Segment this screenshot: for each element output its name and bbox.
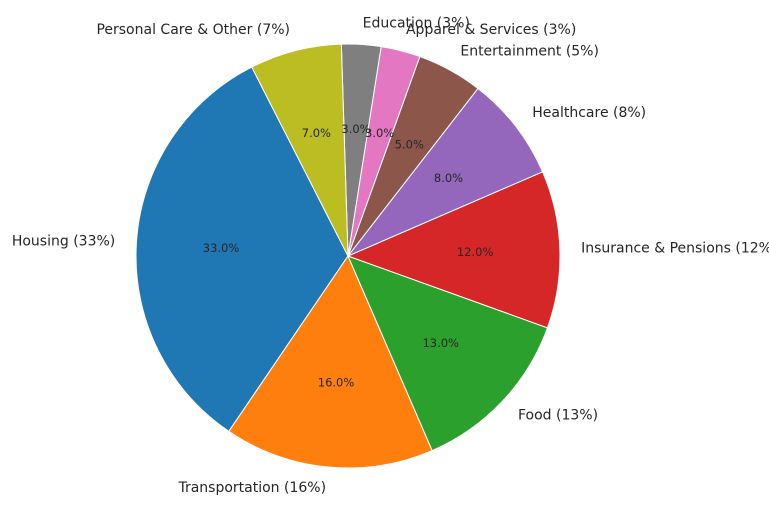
pie-pct-label-personal-care-and-other: 7.0% [302,126,331,140]
pie-slice-insurance-and-pensions [346,171,561,329]
pie-pct-label-transportation: 16.0% [318,376,355,390]
pie-label-entertainment: Entertainment (5%) [460,44,599,60]
pie-label-personal-care-and-other: Personal Care & Other (7%) [96,22,290,38]
pie-label-food: Food (13%) [518,408,598,424]
pie-labels: 33.0% Housing (33%) 16.0% Transportation (1… [12,15,769,496]
pie-pct-label-entertainment: 5.0% [395,138,424,152]
pie-label-apparel-and-services: Apparel & Services (3%) [406,22,576,38]
pie-pct-label-apparel-and-services: 3.0% [365,126,394,140]
pie-slices [135,43,561,469]
pie-pct-label-insurance-and-pensions: 12.0% [457,245,494,259]
pie-label-transportation: Transportation (16%) [177,480,326,496]
pie-label-education: Education (3%) [363,15,470,31]
pie-slice-housing [135,66,349,433]
pie-label-healthcare: Healthcare (8%) [532,105,646,121]
pie-pct-label-housing: 33.0% [203,241,240,255]
pie-slice-personal-care-and-other [251,43,349,257]
pie-label-housing: Housing (33%) [12,233,115,249]
pie-slice-transportation [228,254,433,469]
pie-pct-label-education: 3.0% [341,122,370,136]
pie-pct-label-food: 13.0% [422,336,459,350]
pie-pct-label-healthcare: 8.0% [434,171,463,185]
pie-slice-food [347,255,549,452]
pie-label-insurance-and-pensions: Insurance & Pensions (12%) [581,241,769,257]
pie-slice-healthcare [347,87,544,257]
